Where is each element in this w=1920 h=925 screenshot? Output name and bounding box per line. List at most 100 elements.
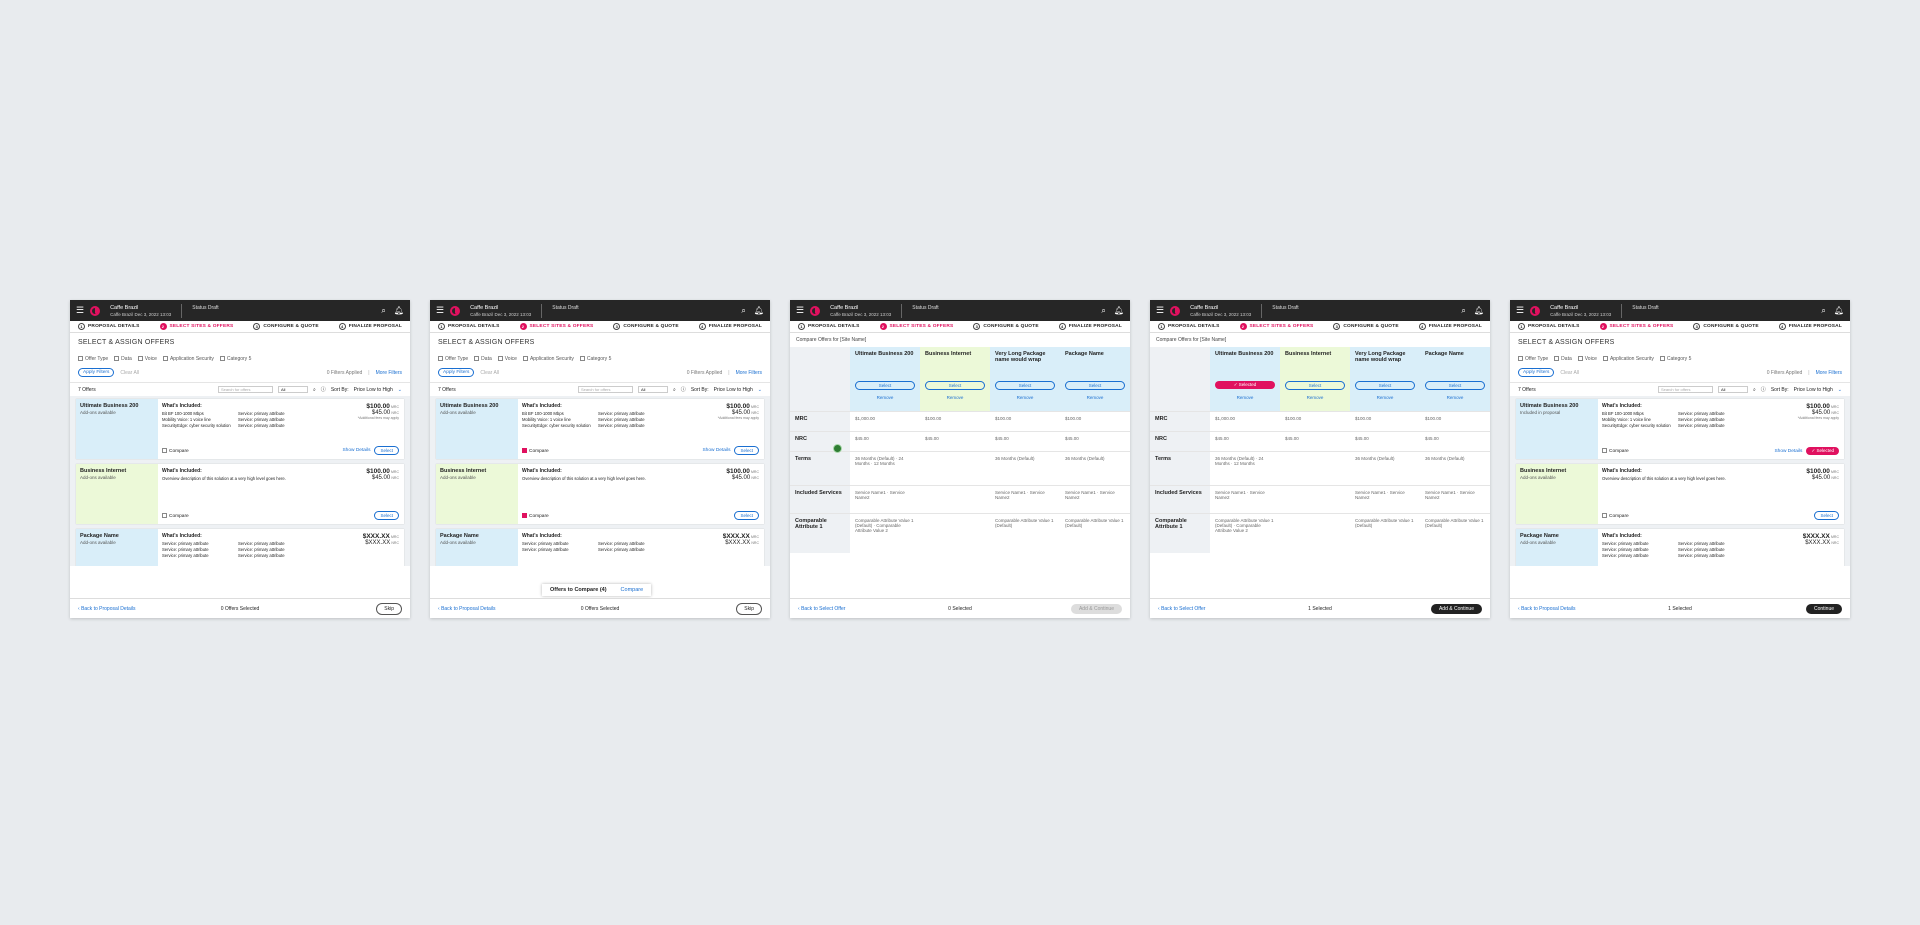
bell-icon[interactable]: 🔔︎ bbox=[393, 305, 404, 315]
menu-icon[interactable]: ☰ bbox=[1516, 305, 1525, 315]
search-icon[interactable]: ⌕ bbox=[312, 386, 316, 393]
compare-checkbox[interactable]: Compare bbox=[162, 512, 189, 518]
select-button[interactable]: Select bbox=[734, 446, 759, 455]
step-2[interactable]: 2 SELECT SITES & OFFERS bbox=[1239, 323, 1314, 330]
search-icon[interactable]: ⌕ bbox=[1461, 305, 1466, 315]
continue-button[interactable]: Continue bbox=[1805, 603, 1842, 614]
filter-application-security[interactable]: Application Security bbox=[162, 356, 214, 362]
select-button[interactable]: Select bbox=[734, 511, 759, 520]
bell-icon[interactable]: 🔔︎ bbox=[1473, 305, 1484, 315]
search-icon[interactable]: ⌕ bbox=[1752, 386, 1756, 393]
filter-offer-type[interactable]: Offer Type bbox=[78, 356, 108, 362]
selected-button[interactable]: ✓ Selected bbox=[1215, 381, 1275, 389]
step-4[interactable]: 4 FINALIZE PROPOSAL bbox=[338, 323, 402, 330]
more-filters-link[interactable]: More Filters bbox=[375, 369, 402, 376]
info-icon[interactable]: ⓘ bbox=[320, 387, 326, 393]
search-icon[interactable]: ⌕ bbox=[741, 305, 746, 315]
step-3[interactable]: 3 CONFIGURE & QUOTE bbox=[973, 323, 1039, 330]
remove-link[interactable]: Remove bbox=[946, 395, 964, 400]
select-button[interactable]: Select bbox=[374, 511, 399, 520]
bell-icon[interactable]: 🔔︎ bbox=[753, 305, 764, 315]
remove-link[interactable]: Remove bbox=[1446, 395, 1464, 400]
step-1[interactable]: 1 PROPOSAL DETAILS bbox=[1158, 323, 1220, 330]
select-button[interactable]: Select bbox=[995, 381, 1055, 390]
step-1[interactable]: 1 PROPOSAL DETAILS bbox=[1518, 323, 1580, 330]
chevron-down-icon[interactable]: ⌄ bbox=[1837, 386, 1842, 393]
sort-select[interactable]: Price Low to High bbox=[353, 386, 393, 393]
search-icon[interactable]: ⌕ bbox=[1821, 305, 1826, 315]
compare-checkbox[interactable]: Compare bbox=[522, 447, 549, 453]
step-4[interactable]: 4 FINALIZE PROPOSAL bbox=[1778, 323, 1842, 330]
sort-select[interactable]: Price Low to High bbox=[713, 386, 753, 393]
category-select[interactable]: All bbox=[277, 386, 308, 393]
step-1[interactable]: 1 PROPOSAL DETAILS bbox=[78, 323, 140, 330]
search-icon[interactable]: ⌕ bbox=[672, 386, 676, 393]
step-4[interactable]: 4 FINALIZE PROPOSAL bbox=[1418, 323, 1482, 330]
compare-button[interactable]: Compare bbox=[620, 587, 644, 593]
filter-voice[interactable]: Voice bbox=[137, 356, 157, 362]
category-select[interactable]: All bbox=[637, 386, 668, 393]
step-4[interactable]: 4 FINALIZE PROPOSAL bbox=[698, 323, 762, 330]
search-input[interactable]: Search for offers bbox=[577, 386, 633, 393]
remove-link[interactable]: Remove bbox=[1236, 395, 1254, 400]
select-button[interactable]: Select bbox=[1285, 381, 1345, 390]
bell-icon[interactable]: 🔔︎ bbox=[1113, 305, 1124, 315]
step-1[interactable]: 1 PROPOSAL DETAILS bbox=[798, 323, 860, 330]
skip-button[interactable]: Skip bbox=[736, 602, 762, 615]
filter-data[interactable]: Data bbox=[1554, 356, 1572, 362]
more-filters-link[interactable]: More Filters bbox=[735, 369, 762, 376]
search-icon[interactable]: ⌕ bbox=[1101, 305, 1106, 315]
bell-icon[interactable]: 🔔︎ bbox=[1833, 305, 1844, 315]
filter-application-security[interactable]: Application Security bbox=[522, 356, 574, 362]
remove-link[interactable]: Remove bbox=[1016, 395, 1034, 400]
menu-icon[interactable]: ☰ bbox=[436, 305, 445, 315]
select-button[interactable]: Select bbox=[1814, 511, 1839, 520]
chevron-down-icon[interactable]: ⌄ bbox=[757, 386, 762, 393]
filter-category-5[interactable]: Category 5 bbox=[219, 356, 251, 362]
clear-all-link[interactable]: Clear All bbox=[120, 369, 140, 376]
step-4[interactable]: 4 FINALIZE PROPOSAL bbox=[1058, 323, 1122, 330]
filter-offer-type[interactable]: Offer Type bbox=[438, 356, 468, 362]
sort-select[interactable]: Price Low to High bbox=[1793, 386, 1833, 393]
select-button[interactable]: Select bbox=[855, 381, 915, 390]
compare-checkbox[interactable]: Compare bbox=[522, 512, 549, 518]
compare-checkbox[interactable]: Compare bbox=[1602, 448, 1629, 454]
apply-filters-button[interactable]: Apply Filters bbox=[78, 368, 115, 377]
add-continue-button[interactable]: Add & Continue bbox=[1430, 603, 1482, 614]
category-select[interactable]: All bbox=[1717, 386, 1748, 393]
select-button[interactable]: Select bbox=[374, 446, 399, 455]
filter-offer-type[interactable]: Offer Type bbox=[1518, 356, 1548, 362]
remove-link[interactable]: Remove bbox=[1086, 395, 1104, 400]
step-2[interactable]: 2 SELECT SITES & OFFERS bbox=[879, 323, 954, 330]
select-button[interactable]: Select bbox=[925, 381, 985, 390]
step-3[interactable]: 3 CONFIGURE & QUOTE bbox=[1333, 323, 1399, 330]
search-icon[interactable]: ⌕ bbox=[381, 305, 386, 315]
menu-icon[interactable]: ☰ bbox=[1156, 305, 1165, 315]
back-link[interactable]: ‹ Back to Proposal Details bbox=[438, 605, 496, 612]
step-1[interactable]: 1 PROPOSAL DETAILS bbox=[438, 323, 500, 330]
show-details-link[interactable]: Show Details bbox=[342, 448, 371, 453]
back-link[interactable]: ‹ Back to Select Offer bbox=[1158, 605, 1206, 612]
chevron-down-icon[interactable]: ⌄ bbox=[397, 386, 402, 393]
back-link[interactable]: ‹ Back to Proposal Details bbox=[78, 605, 136, 612]
step-3[interactable]: 3 CONFIGURE & QUOTE bbox=[253, 323, 319, 330]
search-input[interactable]: Search for offers bbox=[1657, 386, 1713, 393]
clear-all-link[interactable]: Clear All bbox=[480, 369, 500, 376]
remove-link[interactable]: Remove bbox=[1376, 395, 1394, 400]
filter-data[interactable]: Data bbox=[474, 356, 492, 362]
search-input[interactable]: Search for offers bbox=[217, 386, 273, 393]
show-details-link[interactable]: Show Details bbox=[1774, 448, 1803, 454]
remove-link[interactable]: Remove bbox=[876, 395, 894, 400]
filter-data[interactable]: Data bbox=[114, 356, 132, 362]
select-button[interactable]: Select bbox=[1425, 381, 1485, 390]
step-3[interactable]: 3 CONFIGURE & QUOTE bbox=[1693, 323, 1759, 330]
more-filters-link[interactable]: More Filters bbox=[1815, 369, 1842, 376]
back-link[interactable]: ‹ Back to Select Offer bbox=[798, 605, 846, 612]
select-button[interactable]: Select bbox=[1065, 381, 1125, 390]
apply-filters-button[interactable]: Apply Filters bbox=[1518, 368, 1555, 377]
step-2[interactable]: 2 SELECT SITES & OFFERS bbox=[519, 323, 594, 330]
show-details-link[interactable]: Show Details bbox=[702, 448, 731, 453]
menu-icon[interactable]: ☰ bbox=[796, 305, 805, 315]
skip-button[interactable]: Skip bbox=[376, 602, 402, 615]
filter-category-5[interactable]: Category 5 bbox=[1659, 356, 1691, 362]
